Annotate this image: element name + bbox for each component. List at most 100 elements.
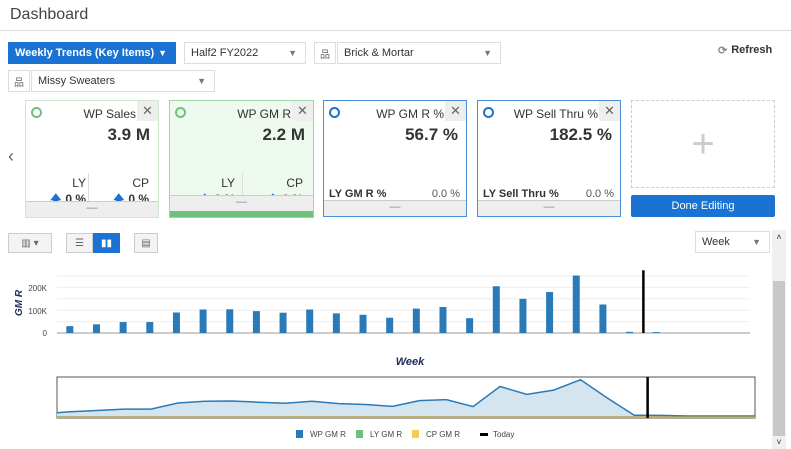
tile-title: WP GM R %: [376, 107, 444, 121]
bar-14[interactable]: [439, 307, 447, 333]
bar-11[interactable]: [359, 314, 367, 333]
bar-1[interactable]: [92, 324, 100, 333]
channel-select[interactable]: Brick & Mortar ▼: [337, 42, 501, 64]
vertical-bars-icon: ▮▮: [100, 237, 112, 249]
hierarchy-icon[interactable]: 品: [314, 42, 336, 64]
channel-select-value: Brick & Mortar: [344, 47, 414, 59]
hierarchy-icon[interactable]: 品: [8, 70, 30, 92]
tile-wp-gm-r-pct[interactable]: WP GM R % ✕ 56.7 % LY GM R % 0.0 % —: [323, 100, 467, 217]
tile-title: WP GM R: [237, 107, 291, 121]
radio-icon: [175, 107, 186, 118]
tile-value: 3.9 M: [107, 125, 150, 144]
legend-today: Today: [493, 430, 514, 439]
bar-8[interactable]: [279, 312, 287, 333]
bar-20[interactable]: [599, 304, 607, 334]
bar-chart-icon: ▥ ▾: [21, 237, 39, 249]
refresh-button[interactable]: ⟳ Refresh: [718, 44, 772, 57]
plus-icon: +: [691, 122, 715, 166]
tile-value: 56.7 %: [405, 125, 458, 144]
bar-0[interactable]: [66, 326, 74, 333]
vertical-bars-button[interactable]: ▮▮: [93, 233, 120, 253]
row-value: 0.0 %: [585, 188, 614, 200]
bar-16[interactable]: [492, 286, 500, 333]
y-tick-200k: 200K: [28, 284, 47, 293]
tile-value: 2.2 M: [262, 125, 305, 144]
period-select[interactable]: Half2 FY2022 ▼: [184, 42, 306, 64]
granularity-select[interactable]: Week ▼: [695, 231, 770, 253]
tile-expand-handle[interactable]: —: [170, 195, 313, 211]
y-tick-0: 0: [43, 329, 48, 338]
stacked-bars-button[interactable]: ▤: [134, 233, 158, 253]
legend-swatch-cp: [412, 430, 419, 438]
refresh-label: Refresh: [731, 44, 773, 56]
bar-12[interactable]: [386, 317, 394, 333]
chart-type-menu[interactable]: ▥ ▾: [8, 233, 52, 253]
bar-2[interactable]: [119, 322, 127, 333]
tile-title: WP Sales: [83, 107, 136, 121]
legend: WP GM R LY GM R CP GM R Today: [296, 430, 514, 439]
tile-expand-handle[interactable]: —: [324, 200, 466, 216]
chevron-down-icon: ▼: [197, 76, 206, 86]
granularity-value: Week: [702, 236, 730, 248]
bar-21[interactable]: [626, 331, 634, 333]
gm-r-chart: GM R Week 0 100K 200K WP GM R LY GM R CP…: [14, 270, 756, 439]
period-select-value: Half2 FY2022: [191, 47, 259, 59]
tile-wp-gm-r[interactable]: WP GM R ✕ 2.2 M LY🡅 0 % CP🡅 0 % —: [169, 100, 314, 218]
bar-17[interactable]: [519, 298, 527, 333]
bar-5[interactable]: [199, 309, 207, 333]
product-select-value: Missy Sweaters: [38, 75, 116, 87]
x-axis-label: Week: [396, 356, 425, 368]
radio-icon: [483, 107, 494, 118]
bar-15[interactable]: [466, 318, 474, 333]
done-editing-button[interactable]: Done Editing: [631, 195, 775, 217]
page-title: Dashboard: [10, 6, 89, 23]
stacked-bars-icon: ▤: [141, 237, 151, 249]
scroll-left-button[interactable]: ‹: [8, 146, 14, 166]
tile-title: WP Sell Thru %: [513, 107, 598, 121]
bar-7[interactable]: [252, 311, 260, 333]
legend-swatch-wp: [296, 430, 303, 438]
chevron-down-icon: ▼: [288, 48, 297, 58]
row-value: 0.0 %: [431, 188, 460, 200]
bar-19[interactable]: [572, 275, 580, 333]
row-label: LY GM R %: [329, 188, 387, 200]
bar-4[interactable]: [172, 312, 180, 333]
tile-wp-sell-thru[interactable]: WP Sell Thru % ✕ 182.5 % LY Sell Thru % 0…: [477, 100, 621, 217]
bar-22[interactable]: [652, 332, 660, 333]
tile-value: 182.5 %: [549, 125, 612, 144]
tile-expand-handle[interactable]: —: [26, 201, 158, 217]
chevron-down-icon: ▼: [752, 237, 761, 247]
chevron-down-icon: ▼: [158, 48, 167, 58]
bar-6[interactable]: [226, 309, 234, 333]
bar-9[interactable]: [306, 309, 314, 333]
close-icon[interactable]: ✕: [292, 101, 313, 121]
horizontal-bars-icon: ☰: [75, 237, 84, 249]
scrollbar-thumb[interactable]: [773, 281, 785, 436]
refresh-icon: ⟳: [718, 45, 728, 57]
scroll-down-icon[interactable]: ˅: [776, 437, 782, 447]
row-label: LY Sell Thru %: [483, 188, 559, 200]
dashboard-select[interactable]: Weekly Trends (Key Items) ▼: [8, 42, 176, 64]
bar-13[interactable]: [412, 308, 420, 333]
close-icon[interactable]: ✕: [445, 101, 466, 121]
bar-10[interactable]: [332, 313, 340, 333]
close-icon[interactable]: ✕: [137, 101, 158, 121]
legend-wp: WP GM R: [310, 430, 346, 439]
close-icon[interactable]: ✕: [599, 101, 620, 121]
selected-indicator: [170, 211, 313, 217]
product-select[interactable]: Missy Sweaters ▼: [31, 70, 215, 92]
bar-3[interactable]: [146, 322, 154, 333]
tile-expand-handle[interactable]: —: [478, 200, 620, 216]
legend-ly: LY GM R: [370, 430, 402, 439]
y-axis-label: GM R: [14, 289, 25, 316]
horizontal-bars-button[interactable]: ☰: [66, 233, 93, 253]
bar-18[interactable]: [546, 291, 554, 333]
scroll-up-icon[interactable]: ˄: [776, 232, 782, 242]
tile-wp-sales[interactable]: WP Sales ✕ 3.9 M LY 🡅 0 % CP 🡅 0 % —: [25, 100, 159, 218]
add-tile-button[interactable]: +: [631, 100, 775, 188]
vertical-scrollbar[interactable]: ˄ ˅: [772, 230, 786, 449]
legend-swatch-today: [480, 433, 488, 436]
divider: [0, 30, 791, 31]
cp-label: CP: [286, 176, 303, 190]
radio-icon: [31, 107, 42, 118]
